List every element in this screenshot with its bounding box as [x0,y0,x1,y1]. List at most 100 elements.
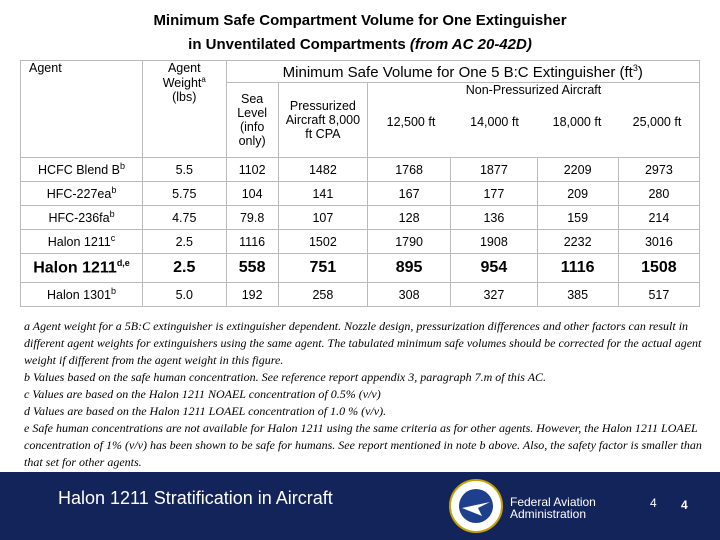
footnote: a Agent weight for a 5B:C extinguisher i… [24,319,702,367]
value-cell: 192 [225,282,279,307]
value-cell: 1508 [617,253,701,283]
altitude-label: 18,000 ft [552,115,602,129]
agent-name: Halon 1301 [47,288,111,303]
value-cell: 107 [277,205,368,230]
agent-cell: HFC-227eab [19,181,144,206]
value-cell: 5.75 [142,181,227,206]
title-source: (from AC 20-42D) [409,36,532,53]
value-cell: 167 [366,181,452,206]
value-cell: 751 [277,253,368,283]
header-text: Minimum Safe Volume for One 5 B:C Exting… [282,63,633,81]
footnote: c Values are based on the Halon 1211 NOA… [24,387,381,401]
value-cell: 1908 [450,229,538,254]
value-cell: 558 [225,253,279,283]
footer-title: Halon 1211 Stratification in Aircraft [58,488,333,508]
volume-table: Agent Agent Weighta (lbs) Minimum Safe Vo… [19,60,701,307]
altitude-label: 25,000 ft [632,115,682,129]
value-cell: 2.5 [142,229,227,254]
footnotes: a Agent weight for a 5B:C extinguisher i… [24,318,714,471]
agent-cell: Halon 1211d,e [19,253,144,283]
value-cell: 141 [277,181,368,206]
agent-name: HCFC Blend B [38,163,120,178]
agent-name: HFC-236fa [48,211,110,226]
value-cell: 128 [366,205,452,230]
footnote-ref: d,e [116,258,130,269]
value-cell: 895 [366,253,452,283]
header-cell: Pressurized Aircraft 8,000 ft CPA [277,82,368,158]
value-cell: 1482 [277,157,368,182]
value-cell: 177 [450,181,538,206]
agent-name: Halon 1211 [33,259,117,277]
altitude-row: 12,500 ft 14,000 ft 18,000 ft 25,000 ft [370,115,697,129]
header-cell: Sea Level (info only) [225,82,279,158]
value-cell: 159 [536,205,619,230]
value-cell: 1790 [366,229,452,254]
value-cell: 1102 [225,157,279,182]
value-cell: 2973 [617,157,701,182]
agent-name: HFC-227ea [46,187,112,202]
value-cell: 5.5 [142,157,227,182]
footnote-ref: c [110,233,116,244]
agent-cell: Halon 1211c [19,229,144,254]
value-cell: 209 [536,181,619,206]
header-cell: Agent [19,60,144,158]
table-row: HCFC Blend Bb 5.5 1102 1482 1768 1877 2209 2973 [19,157,701,182]
agency-line: Federal Aviation [510,495,596,509]
footnote-ref: a [201,75,206,84]
agent-name: Halon 1211 [47,235,111,250]
footnote: b Values based on the safe human concent… [24,370,547,384]
table-row: HFC-236fab 4.75 79.8 107 128 136 159 214 [19,205,701,230]
value-cell: 954 [450,253,538,283]
footnote-ref: b [111,185,117,196]
value-cell: 258 [277,282,368,307]
footnote-ref: b [109,209,115,220]
table-row: Halon 1301b 5.0 192 258 308 327 385 517 [19,282,701,307]
value-cell: 517 [617,282,701,307]
value-cell: 2.5 [142,253,227,283]
value-cell: 214 [617,205,701,230]
altitude-label: 14,000 ft [470,115,519,129]
header-sup: 3 [632,62,638,73]
value-cell: 1116 [536,253,619,283]
altitude-label: 12,500 ft [386,115,436,129]
footnote-ref: b [120,161,126,172]
page-number: 4 [650,496,657,510]
footer: Halon 1211 Stratification in Aircraft Fe… [0,472,720,540]
value-cell: 4.75 [142,205,227,230]
agency: Federal Aviation Administration [510,496,596,520]
title-line: in Unventilated Compartments (from AC 20… [0,36,720,53]
value-cell: 79.8 [225,205,279,230]
faa-seal [449,479,503,533]
agent-cell: HCFC Blend Bb [19,157,144,182]
agency-line: Administration [510,507,587,521]
header-cell: Minimum Safe Volume for One 5 B:C Exting… [225,60,701,83]
header-text: (lbs) [172,90,197,105]
value-cell: 104 [225,181,279,206]
header-text: ) [637,63,643,81]
value-cell: 1768 [366,157,452,182]
value-cell: 136 [450,205,538,230]
value-cell: 1877 [450,157,538,182]
title-text: in Unventilated Compartments [188,36,406,53]
footnote: d Values are based on the Halon 1211 LOA… [24,404,387,418]
agent-cell: Halon 1301b [19,282,144,307]
value-cell: 2232 [536,229,619,254]
value-cell: 5.0 [142,282,227,307]
footnote: e Safe human concentrations are not avai… [24,421,702,469]
agent-cell: HFC-236fab [19,205,144,230]
footnote-ref: b [110,286,116,297]
table-row: HFC-227eab 5.75 104 141 167 177 209 280 [19,181,701,206]
header-cell: Agent Weighta (lbs) [142,60,227,158]
value-cell: 1116 [225,229,279,254]
header-cell: Non-Pressurized Aircraft 12,500 ft 14,000 … [366,82,701,158]
page-number: 4 [681,498,688,512]
value-cell: 327 [450,282,538,307]
value-cell: 385 [536,282,619,307]
table-row: Halon 1211c 2.5 1116 1502 1790 1908 2232 3016 [19,229,701,254]
value-cell: 308 [366,282,452,307]
header-text: Agent Weight [162,61,202,91]
value-cell: 1502 [277,229,368,254]
title-line: Minimum Safe Compartment Volume for One … [153,12,567,29]
value-cell: 280 [617,181,701,206]
